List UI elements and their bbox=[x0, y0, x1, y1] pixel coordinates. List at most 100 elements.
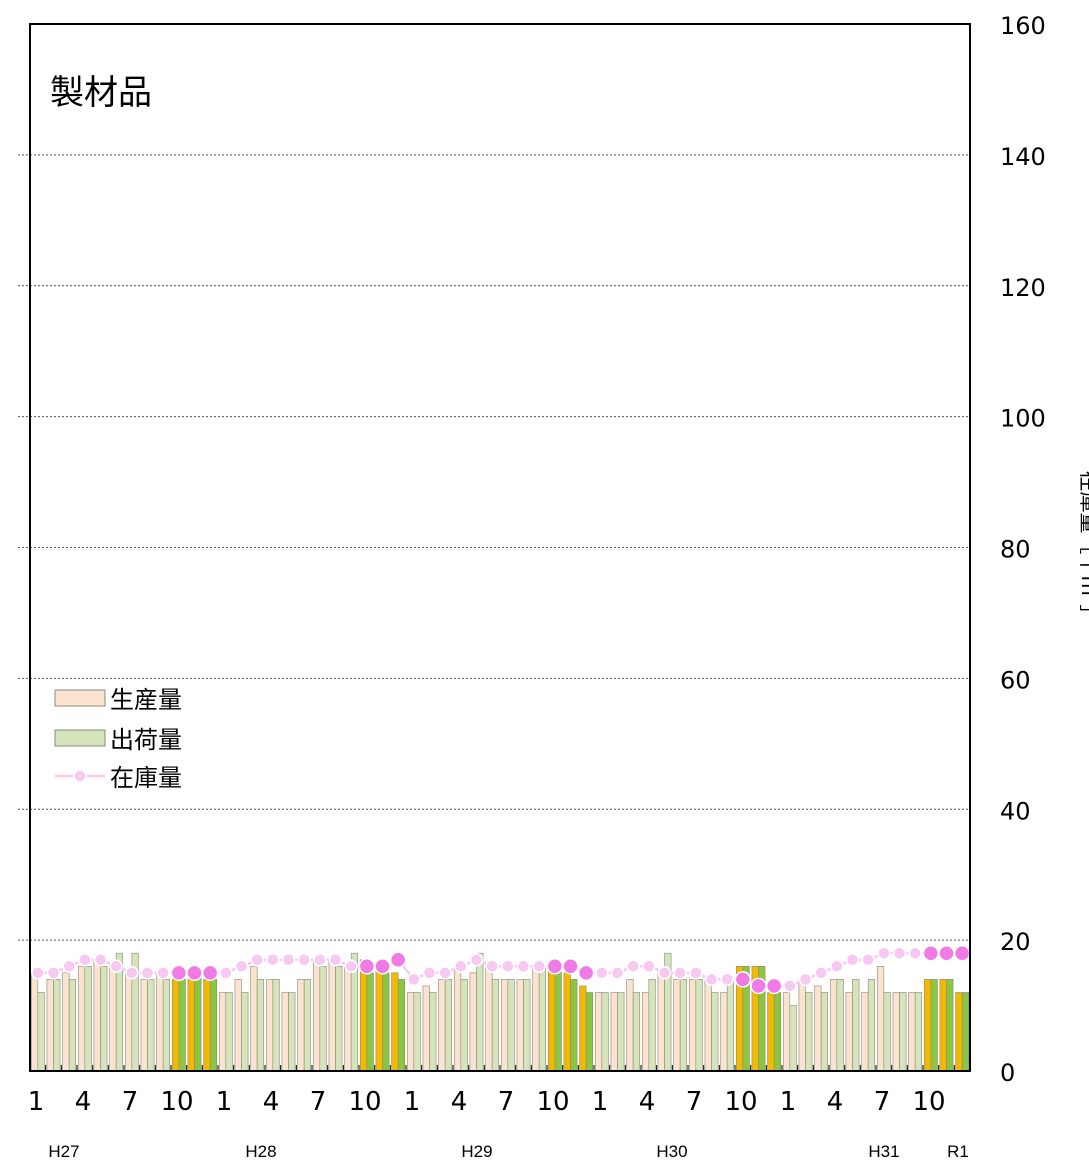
x-tick-label: 1 bbox=[404, 1087, 421, 1117]
inventory-point bbox=[877, 946, 891, 960]
inventory-point bbox=[422, 966, 437, 980]
y-tick-label: 40 bbox=[1000, 797, 1031, 825]
shipment-bar bbox=[397, 979, 406, 1072]
x-tick-label: 1 bbox=[216, 1087, 233, 1117]
production-bar bbox=[704, 979, 712, 1072]
production-bar bbox=[594, 992, 603, 1072]
y-tick-label: 80 bbox=[1000, 536, 1031, 564]
era-label: H29 bbox=[461, 1142, 492, 1160]
shipment-bar bbox=[711, 992, 719, 1072]
x-tick-label: 1 bbox=[28, 1087, 45, 1117]
inventory-point bbox=[438, 966, 452, 980]
inventory-point bbox=[140, 966, 155, 980]
shipment-bar bbox=[335, 965, 343, 1072]
shipment-bar bbox=[946, 979, 954, 1072]
legend-production-label: 生産量 bbox=[110, 686, 182, 714]
inventory-point bbox=[922, 944, 940, 962]
inventory-point bbox=[78, 953, 92, 967]
production-bar bbox=[46, 979, 54, 1072]
inventory-point bbox=[31, 966, 45, 980]
production-bar bbox=[187, 979, 195, 1072]
shipment-bar bbox=[272, 979, 280, 1072]
x-tick-label: 7 bbox=[122, 1087, 139, 1117]
inventory-point bbox=[125, 966, 139, 980]
inventory-point bbox=[673, 966, 687, 980]
legend-production-swatch bbox=[54, 689, 106, 707]
era-label: H31 bbox=[868, 1142, 899, 1160]
x-tick-label: 10 bbox=[724, 1087, 757, 1117]
shipment-bar bbox=[836, 979, 844, 1072]
inventory-point bbox=[156, 966, 170, 980]
inventory-point bbox=[689, 966, 703, 980]
production-bar bbox=[62, 972, 70, 1072]
shipment-bar bbox=[209, 979, 218, 1072]
shipment-bar bbox=[867, 979, 876, 1072]
inventory-point bbox=[704, 972, 719, 987]
shipment-bar bbox=[820, 992, 829, 1072]
inventory-point bbox=[485, 959, 499, 974]
shipment-bar bbox=[679, 979, 688, 1072]
y-tick-label: 100 bbox=[1000, 405, 1046, 433]
shipment-bar bbox=[789, 1005, 797, 1072]
shipment-bar bbox=[178, 979, 186, 1072]
inventory-point bbox=[358, 958, 376, 975]
x-tick-label: 1 bbox=[780, 1087, 797, 1117]
production-bar bbox=[500, 979, 509, 1072]
legend-inventory-label: 在庫量 bbox=[110, 764, 182, 792]
shipment-bar bbox=[413, 992, 421, 1072]
inventory-point bbox=[501, 959, 515, 974]
era-label: H27 bbox=[48, 1142, 79, 1160]
y-axis-title: 在庫量［千m³］ bbox=[1077, 471, 1089, 626]
inventory-point bbox=[610, 966, 625, 980]
inventory-point bbox=[374, 958, 391, 975]
inventory-point bbox=[626, 959, 640, 974]
production-bar bbox=[469, 972, 477, 1072]
production-bar bbox=[814, 985, 822, 1072]
production-bar bbox=[579, 985, 587, 1072]
inventory-point bbox=[562, 958, 579, 975]
production-bar bbox=[939, 979, 947, 1072]
legend: 生産量 出荷量 在庫量 bbox=[54, 686, 182, 792]
production-bar bbox=[124, 972, 133, 1072]
shipment-bar bbox=[914, 992, 923, 1072]
inventory-point bbox=[750, 977, 767, 995]
production-bar bbox=[641, 992, 650, 1072]
inventory-point bbox=[186, 964, 203, 982]
shipment-bar bbox=[84, 965, 92, 1072]
shipment-bar bbox=[366, 972, 374, 1072]
legend-inventory-marker bbox=[73, 769, 87, 783]
shipment-bar bbox=[429, 992, 437, 1072]
production-bar bbox=[171, 979, 180, 1072]
inventory-point bbox=[389, 951, 407, 969]
shipment-bar bbox=[632, 992, 641, 1072]
inventory-point bbox=[234, 959, 249, 974]
era-labels: H27 H28 H29 H30 H31 R1 bbox=[48, 1142, 968, 1160]
production-bar bbox=[861, 992, 869, 1072]
x-tick-label: 7 bbox=[310, 1087, 327, 1117]
production-bar bbox=[312, 959, 321, 1072]
y-tick-label: 120 bbox=[1000, 274, 1046, 302]
production-bar bbox=[829, 979, 838, 1072]
inventory-point bbox=[798, 972, 813, 987]
shipment-bar bbox=[507, 979, 515, 1072]
inventory-point bbox=[938, 944, 955, 962]
x-tick-label: 7 bbox=[874, 1087, 891, 1117]
inventory-point bbox=[546, 958, 564, 975]
production-bar bbox=[406, 992, 415, 1072]
production-bar bbox=[673, 979, 681, 1072]
production-bar bbox=[532, 965, 540, 1072]
inventory-point bbox=[642, 959, 656, 974]
gridlines bbox=[18, 154, 970, 941]
x-tick-label: 7 bbox=[686, 1087, 703, 1117]
x-axis: 1 4 7 10 1 4 7 10 1 4 7 10 1 4 7 10 1 4 7 10 bbox=[28, 1087, 946, 1117]
production-bar bbox=[234, 979, 242, 1072]
production-bar bbox=[77, 965, 86, 1072]
shipment-bar bbox=[852, 979, 860, 1072]
shipment-bar bbox=[805, 992, 813, 1072]
shipment-bar bbox=[476, 952, 484, 1072]
inventory-point bbox=[953, 944, 971, 962]
plot-frame bbox=[29, 23, 971, 1072]
inventory-point bbox=[344, 959, 358, 974]
production-bar bbox=[453, 965, 462, 1072]
shipment-bar bbox=[147, 979, 155, 1072]
